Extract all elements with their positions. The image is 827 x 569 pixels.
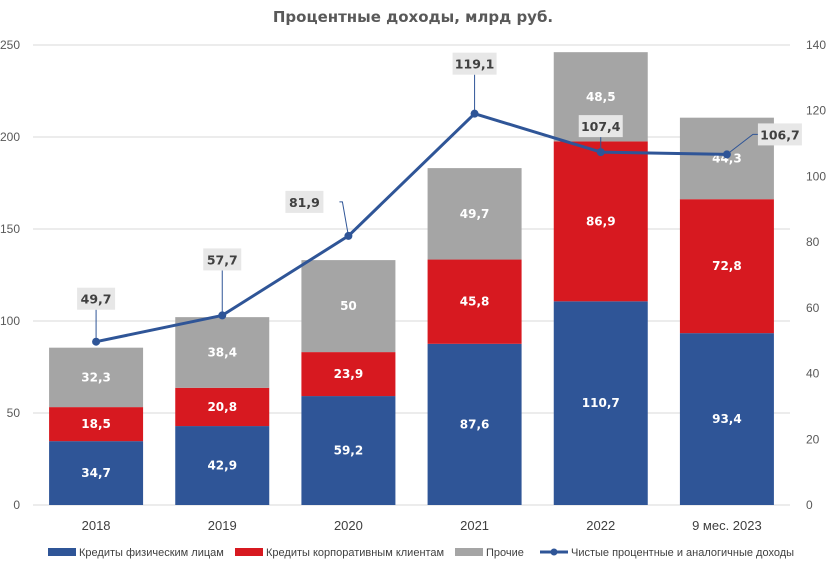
legend-marker (550, 548, 558, 556)
bar-data-label: 18,5 (81, 417, 111, 431)
line-path (95, 112, 727, 344)
bar-segment (49, 441, 144, 505)
line-label-box (578, 115, 623, 138)
left-tick-label: 0 (13, 498, 20, 512)
legend-label: Чистые процентные и аналогичные доходы (571, 547, 794, 559)
line-label-box (757, 123, 802, 146)
line-label-box (77, 287, 116, 310)
left-tick-label: 100 (0, 314, 20, 328)
bar-segment (679, 199, 774, 334)
legend-label: Прочие (486, 547, 524, 559)
bar-data-label: 38,4 (207, 345, 237, 359)
bar-data-label: 48,5 (586, 90, 616, 104)
right-tick-label: 0 (806, 498, 813, 512)
legend-swatch (48, 548, 76, 556)
bar-stack: 34,7 18,5 32,3 (49, 347, 144, 505)
bar-data-label: 93,4 (712, 412, 742, 426)
leader-line (339, 201, 349, 236)
legend-label: Кредиты корпоративным клиентам (266, 547, 444, 559)
bar-data-label: 110,7 (582, 396, 620, 410)
left-tick-label: 50 (7, 406, 21, 420)
bar-segment (427, 343, 522, 505)
bar-data-label: 72,8 (712, 259, 742, 273)
right-tick-label: 100 (806, 169, 826, 183)
bar-segment (427, 168, 522, 260)
x-axis: 2018 2019 2020 2021 2022 9 мес. 2023 (82, 518, 762, 533)
bar-segment (301, 396, 396, 505)
chart-title: Процентные доходы, млрд руб. (273, 8, 553, 26)
line-label-box (285, 190, 324, 213)
bar-segment (553, 141, 648, 302)
bar-segment (175, 426, 270, 505)
right-tick-label: 60 (806, 301, 820, 315)
bar-segment (679, 333, 774, 505)
line-data-label: 81,9 (289, 195, 320, 210)
bar-stack: 93,472,844,3 (679, 117, 774, 505)
bar-segment (301, 260, 396, 353)
bar-data-label: 45,8 (460, 295, 490, 309)
bar-stack: 59,2 23,9 50 (301, 260, 396, 505)
left-tick-label: 200 (0, 130, 20, 144)
x-tick-label: 9 мес. 2023 (692, 518, 762, 533)
x-tick-label: 2021 (460, 518, 489, 533)
bar-segment (49, 407, 144, 442)
legend-item: Кредиты физическим лицам (48, 547, 224, 559)
line-label-box (203, 248, 242, 271)
bar-segment (175, 317, 270, 388)
bar-stack: 42,9 20,8 38,4 (175, 317, 270, 505)
line-data-label: 106,7 (760, 127, 800, 142)
legend-item: Кредиты корпоративным клиентам (235, 547, 444, 559)
bar-segment (175, 387, 270, 427)
legend-swatch (455, 548, 483, 556)
x-tick-label: 2018 (82, 518, 111, 533)
bar-data-label: 86,9 (586, 214, 616, 228)
right-axis: 0 20 40 60 80 100 120 140 (806, 38, 826, 512)
bar-data-label: 23,9 (334, 367, 364, 381)
legend-swatch (235, 548, 263, 556)
left-tick-label: 150 (0, 222, 20, 236)
bar-data-label: 32,3 (81, 370, 111, 384)
bar-data-label: 42,9 (207, 459, 237, 473)
line-series: 49,7 57,7 81,9 119,1 107,4 106,7 (77, 52, 802, 346)
line-label-box (452, 52, 497, 75)
bar-stack: 110,7 86,9 48,5 (553, 52, 648, 505)
bar-data-label: 49,7 (460, 207, 490, 221)
leader-line (726, 133, 758, 155)
right-tick-label: 40 (806, 367, 820, 381)
left-axis: 0 50 100 150 200 250 (0, 38, 20, 512)
line-data-label: 49,7 (81, 292, 112, 307)
x-tick-label: 2019 (208, 518, 237, 533)
bar-data-label: 20,8 (207, 400, 237, 414)
bar-stack: 87,6 45,8 49,7 (427, 168, 522, 505)
line-data-label: 57,7 (207, 252, 238, 267)
right-tick-label: 20 (806, 432, 820, 446)
legend-item: Прочие (455, 547, 524, 559)
legend: Кредиты физическим лицам Кредиты корпорат… (48, 547, 794, 559)
bars: 34,7 18,5 32,3 42,9 20,8 38,4 59,2 23,9 50 87,6 45… (49, 52, 774, 505)
line-data-label: 107,4 (581, 119, 621, 134)
right-tick-label: 120 (806, 104, 826, 118)
line-data-label: 119,1 (455, 57, 495, 72)
bar-data-label: 87,6 (460, 417, 490, 431)
left-tick-label: 250 (0, 38, 20, 52)
gridlines (33, 44, 790, 506)
legend-label: Кредиты физическим лицам (79, 547, 224, 559)
bar-data-label: 50 (340, 299, 357, 313)
x-tick-label: 2020 (334, 518, 363, 533)
bar-segment (427, 259, 522, 344)
bar-segment (49, 347, 144, 408)
bar-data-label: 59,2 (334, 444, 364, 458)
right-tick-label: 80 (806, 235, 820, 249)
bar-segment (553, 301, 648, 505)
legend-item: Чистые процентные и аналогичные доходы (540, 547, 794, 559)
bar-segment (301, 352, 396, 397)
right-tick-label: 140 (806, 38, 826, 52)
x-tick-label: 2022 (586, 518, 615, 533)
bar-data-label: 34,7 (81, 466, 111, 480)
